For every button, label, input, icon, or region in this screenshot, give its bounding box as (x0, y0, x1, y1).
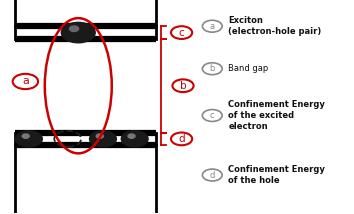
Circle shape (96, 134, 103, 138)
Circle shape (90, 131, 116, 147)
Text: c: c (179, 28, 184, 38)
Text: Exciton
(electron-hole pair): Exciton (electron-hole pair) (228, 16, 321, 36)
Text: c: c (210, 111, 215, 120)
Text: b: b (210, 64, 215, 73)
Circle shape (61, 22, 95, 43)
Text: a: a (22, 76, 29, 86)
Circle shape (22, 134, 29, 138)
Text: d: d (178, 134, 185, 144)
Circle shape (69, 26, 79, 31)
Circle shape (121, 131, 148, 147)
Text: b: b (180, 81, 186, 91)
Text: d: d (210, 171, 215, 180)
Circle shape (16, 131, 42, 147)
Circle shape (128, 134, 135, 138)
Text: Confinement Energy
of the hole: Confinement Energy of the hole (228, 165, 325, 185)
Text: Confinement Energy
of the excited
electron: Confinement Energy of the excited electr… (228, 100, 325, 131)
Text: a: a (210, 22, 215, 31)
Text: Band gap: Band gap (228, 64, 268, 73)
